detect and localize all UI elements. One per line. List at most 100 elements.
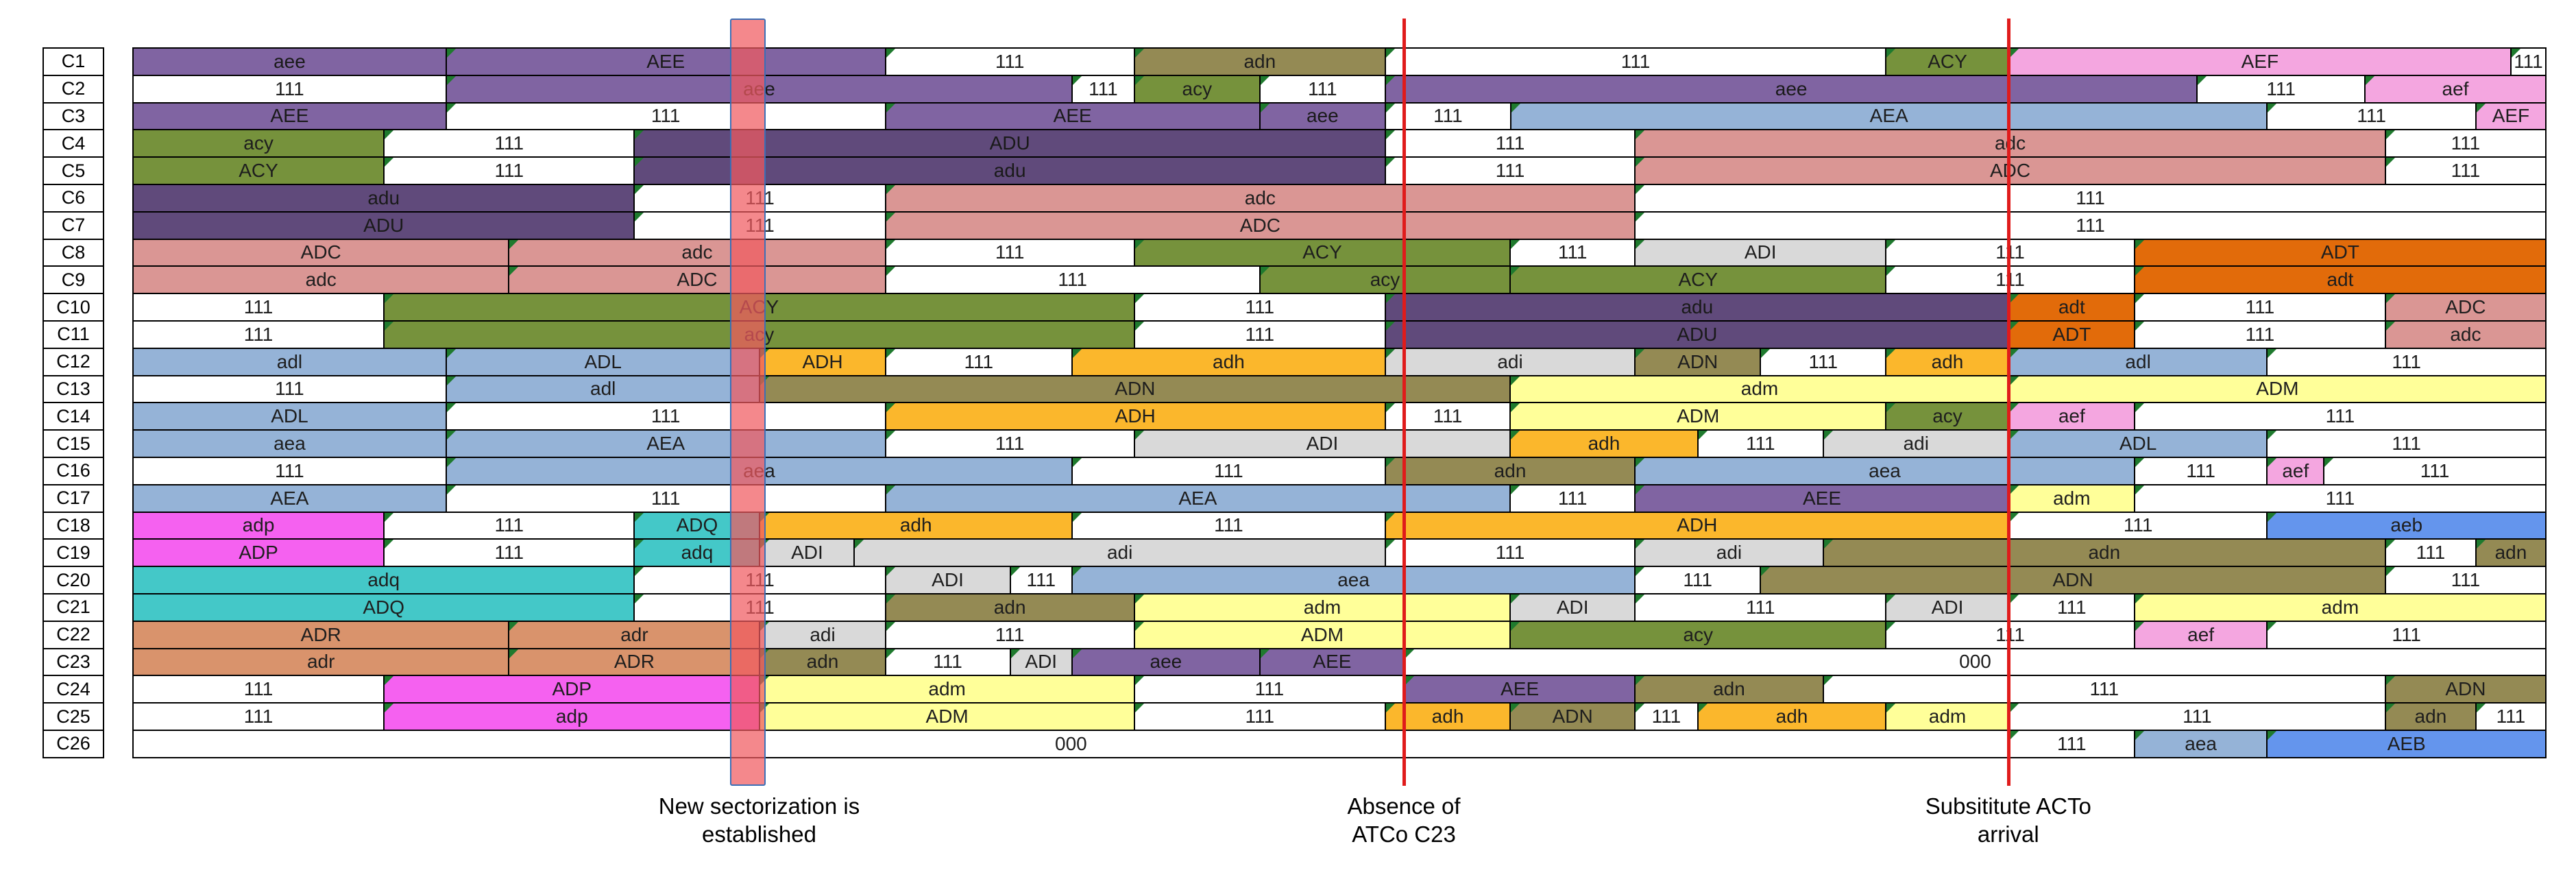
handover-marker-icon <box>446 49 456 58</box>
handover-marker-icon <box>1886 348 1896 358</box>
timeline-segment: AEE <box>884 101 1261 131</box>
timeline-segment: ADC <box>508 265 886 295</box>
timeline-segment: adm <box>1885 702 2010 731</box>
handover-marker-icon <box>1385 322 1395 331</box>
handover-marker-icon <box>2009 594 2019 603</box>
row-label: C23 <box>42 647 104 677</box>
segment-label: 111 <box>2325 487 2355 509</box>
timeline-segment: ACY <box>1885 47 2010 76</box>
timeline-segment: ADL <box>2008 429 2268 458</box>
timeline-segment: 111 <box>2008 593 2135 622</box>
timeline-segment: adh <box>1071 347 1386 376</box>
timeline-segment: 111 <box>2008 730 2135 758</box>
segment-label: ADN <box>1677 350 1718 372</box>
row-label: C4 <box>42 129 104 158</box>
timeline-segment: 111 <box>1384 156 1636 185</box>
handover-marker-icon <box>2476 540 2486 549</box>
segment-label: 111 <box>1495 160 1525 182</box>
timeline-segment: 111 <box>2510 47 2547 76</box>
timeline-segment: 111 <box>132 74 447 104</box>
segment-label: 111 <box>1254 678 1285 700</box>
handover-marker-icon <box>1134 49 1144 58</box>
handover-marker-icon <box>635 567 644 577</box>
handover-marker-icon <box>1010 567 1020 577</box>
segment-label: ACY <box>239 160 278 182</box>
handover-marker-icon <box>1134 431 1144 440</box>
segment-label: ADC <box>677 269 718 291</box>
timeline-segment: AEA <box>445 429 886 458</box>
timeline-segment: ADC <box>132 238 510 267</box>
handover-marker-icon <box>886 103 895 112</box>
segment-label: 111 <box>2451 569 2481 591</box>
segment-label: adt <box>2326 269 2354 291</box>
segment-label: 111 <box>2496 706 2526 728</box>
handover-marker-icon <box>2268 731 2277 740</box>
segment-label: ADT <box>2320 241 2359 263</box>
timeline-segment: 111 <box>2133 483 2547 513</box>
handover-marker-icon <box>635 130 644 140</box>
segment-label: 111 <box>995 50 1025 72</box>
segment-label: ADT <box>2052 323 2091 345</box>
segment-label: aeb <box>2390 514 2423 536</box>
timeline-segment: adh <box>1509 429 1699 458</box>
row-label: C6 <box>42 184 104 213</box>
timeline-segment: 111 <box>2323 457 2547 485</box>
segment-label: ACY <box>1302 241 1342 263</box>
timeline-segment: 111 <box>1384 538 1636 568</box>
timeline-segment: 111 <box>1634 702 1699 731</box>
timeline-segment: ADU <box>132 211 635 240</box>
handover-marker-icon <box>1385 348 1395 358</box>
segment-label: adq <box>367 569 400 591</box>
timeline-segment: ADI <box>1885 593 2010 622</box>
timeline-segment: 111 <box>2196 74 2366 104</box>
timeline-segment: ADL <box>132 402 447 431</box>
timeline-segment: ADI <box>1009 647 1073 677</box>
segment-label: ADH <box>1115 405 1156 427</box>
handover-marker-icon <box>2009 431 2019 440</box>
handover-marker-icon <box>446 485 456 494</box>
handover-marker-icon <box>1385 130 1395 140</box>
handover-marker-icon <box>1636 594 1645 603</box>
segment-label: ADM <box>2256 378 2299 400</box>
handover-marker-icon <box>1385 458 1395 467</box>
handover-marker-icon <box>886 431 895 440</box>
timeline-segment: aee <box>1384 74 2198 104</box>
handover-marker-icon <box>2385 322 2395 331</box>
timeline-segment: 111 <box>2384 538 2477 568</box>
handover-marker-icon <box>2366 75 2374 85</box>
timeline-segment: ADI <box>1509 593 1636 622</box>
segment-label: 111 <box>1308 77 1337 99</box>
handover-marker-icon <box>385 540 394 549</box>
timeline-segment: 111 <box>884 47 1135 76</box>
segment-label: adi <box>1497 350 1523 372</box>
handover-marker-icon <box>2135 403 2144 413</box>
handover-marker-icon <box>2135 621 2144 631</box>
timeline-segment: ADP <box>383 675 761 704</box>
timeline-segment: ADM <box>759 702 1135 731</box>
segment-label: ACY <box>1928 50 1967 72</box>
segment-label: ADM <box>1677 405 1720 427</box>
handover-marker-icon <box>1134 322 1144 331</box>
timeline-segment: AEB <box>2266 730 2547 758</box>
timeline-segment: aee <box>1259 101 1386 131</box>
event-annotation: Absence of ATCo C23 <box>1347 793 1461 848</box>
segment-label: aef <box>2442 77 2469 99</box>
timeline-segment: ADH <box>884 402 1386 431</box>
timeline-segment: 111 <box>445 483 886 513</box>
timeline-segment: 111 <box>884 620 1135 649</box>
row-label: C8 <box>42 238 104 267</box>
handover-marker-icon <box>1385 540 1395 549</box>
segment-label: AEB <box>2387 732 2426 754</box>
handover-marker-icon <box>446 75 456 85</box>
timeline-segment: adn <box>759 647 886 677</box>
row-label: C19 <box>42 538 104 568</box>
segment-label: adi <box>1903 433 1929 455</box>
segment-label: 000 <box>1055 732 1087 754</box>
timeline-segment: aea <box>1634 457 2135 485</box>
timeline-segment: 111 <box>1133 702 1386 731</box>
timeline-segment: ADH <box>759 347 886 376</box>
handover-marker-icon <box>1385 49 1395 58</box>
timeline-segment: 111 <box>2384 129 2547 158</box>
timeline-segment: 111 <box>445 101 886 131</box>
